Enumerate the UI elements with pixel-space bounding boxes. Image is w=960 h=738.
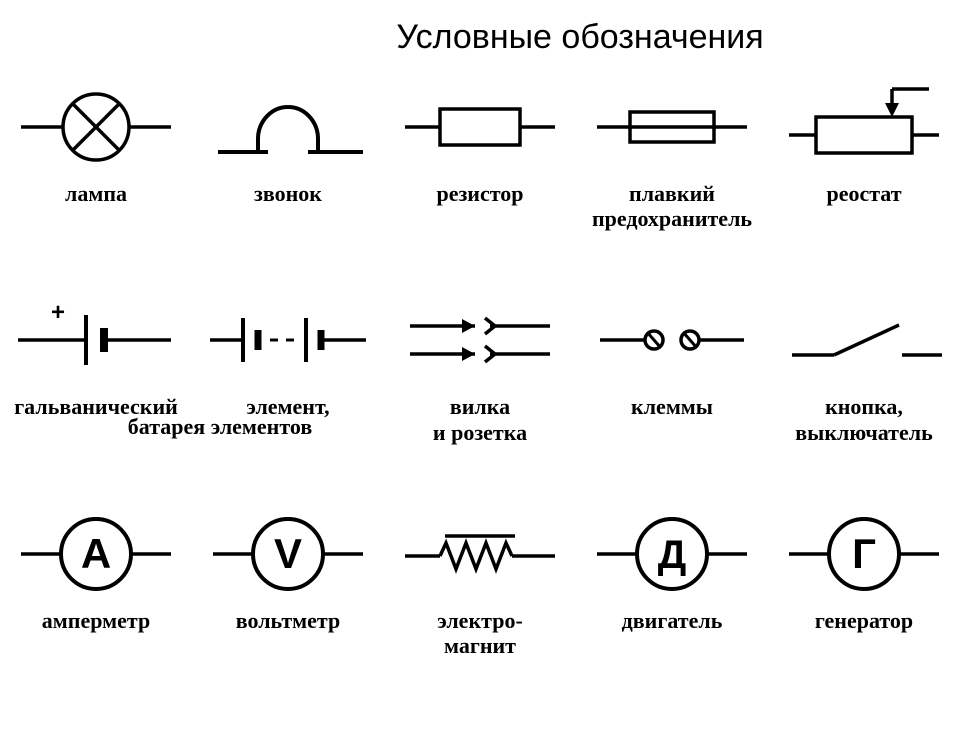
rheostat-label: реостат — [826, 181, 901, 206]
page-title: Условные обозначения — [200, 18, 960, 57]
battery-icon — [198, 290, 378, 390]
symbol-grid: лампа звонок резистор — [0, 67, 960, 707]
cell-ammeter: А амперметр — [0, 494, 192, 707]
galvanic-label-2: батарея элементов — [90, 414, 350, 439]
cell-rheostat: реостат — [768, 67, 960, 280]
cell-lamp: лампа — [0, 67, 192, 280]
switch-label: кнопка,выключатель — [795, 394, 932, 445]
cell-electromagnet: электро-магнит — [384, 494, 576, 707]
svg-text:А: А — [81, 530, 111, 577]
cell-motor: Д двигатель — [576, 494, 768, 707]
svg-text:+: + — [51, 299, 65, 326]
resistor-label: резистор — [436, 181, 523, 206]
cell-switch: кнопка,выключатель — [768, 280, 960, 493]
cell-voltmeter: V вольтметр — [192, 494, 384, 707]
voltmeter-label: вольтметр — [236, 608, 340, 633]
fuse-label: плавкийпредохранитель — [592, 181, 752, 232]
cell-generator: Г генератор — [768, 494, 960, 707]
ammeter-label: амперметр — [42, 608, 150, 633]
cell-terminals: клеммы — [576, 280, 768, 493]
ammeter-icon: А — [6, 504, 186, 604]
terminals-label: клеммы — [631, 394, 713, 419]
voltmeter-icon: V — [198, 504, 378, 604]
fuse-icon — [582, 77, 762, 177]
svg-text:Д: Д — [658, 533, 687, 577]
electromagnet-label: электро-магнит — [437, 608, 523, 659]
lamp-label: лампа — [65, 181, 127, 206]
motor-label: двигатель — [622, 608, 723, 633]
bell-icon — [198, 77, 378, 177]
plug-icon — [390, 290, 570, 390]
plug-label: вилкаи розетка — [433, 394, 527, 445]
cell-fuse: плавкийпредохранитель — [576, 67, 768, 280]
generator-label: генератор — [815, 608, 913, 633]
cell-galvanic: + гальванический батарея элементов — [0, 280, 192, 493]
terminals-icon — [582, 290, 762, 390]
cell-icon: + — [6, 290, 186, 390]
resistor-icon — [390, 77, 570, 177]
lamp-icon — [6, 77, 186, 177]
bell-label: звонок — [254, 181, 322, 206]
rheostat-icon — [774, 77, 954, 177]
generator-icon: Г — [774, 504, 954, 604]
motor-icon: Д — [582, 504, 762, 604]
cell-resistor: резистор — [384, 67, 576, 280]
cell-battery: элемент, — [192, 280, 384, 493]
svg-text:Г: Г — [852, 530, 876, 577]
electromagnet-icon — [390, 504, 570, 604]
switch-icon — [774, 290, 954, 390]
svg-text:V: V — [274, 530, 302, 577]
cell-bell: звонок — [192, 67, 384, 280]
cell-plug: вилкаи розетка — [384, 280, 576, 493]
